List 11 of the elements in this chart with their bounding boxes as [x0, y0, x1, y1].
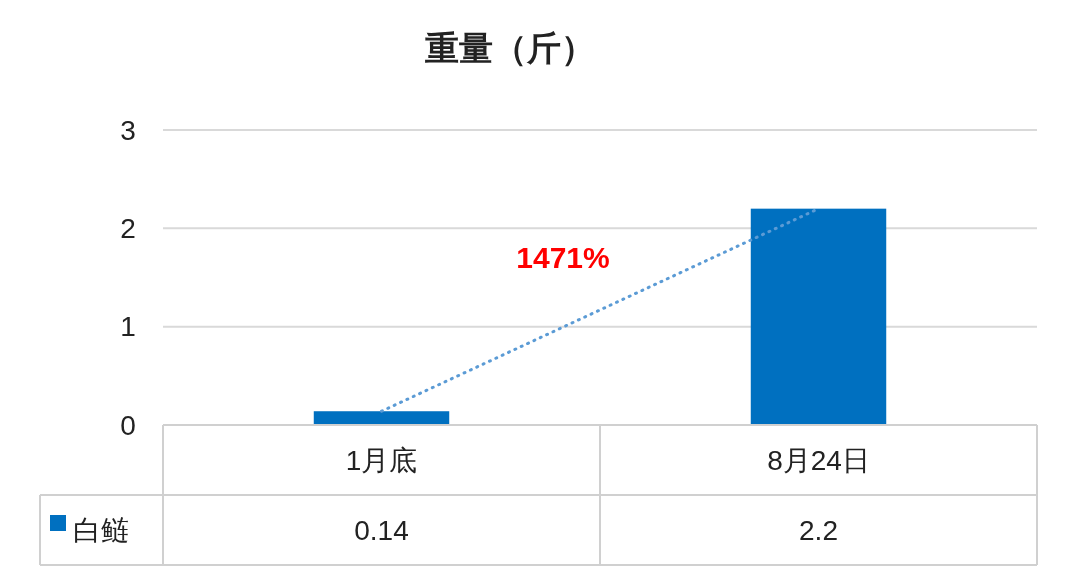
y-tick-label: 1 — [120, 311, 136, 343]
chart-title: 重量（斤） — [425, 29, 595, 67]
y-tick-label: 0 — [120, 409, 136, 441]
y-tick-label: 3 — [120, 114, 136, 146]
y-tick-label: 2 — [120, 213, 136, 245]
annotation: 1471% — [516, 240, 610, 274]
legend-label: 白鲢 — [73, 514, 129, 546]
data-label: 0.14 — [354, 514, 409, 546]
x-tick-label: 8月24日 — [767, 444, 870, 476]
data-label: 2.2 — [799, 514, 838, 546]
x-tick-label: 1月底 — [345, 444, 418, 476]
